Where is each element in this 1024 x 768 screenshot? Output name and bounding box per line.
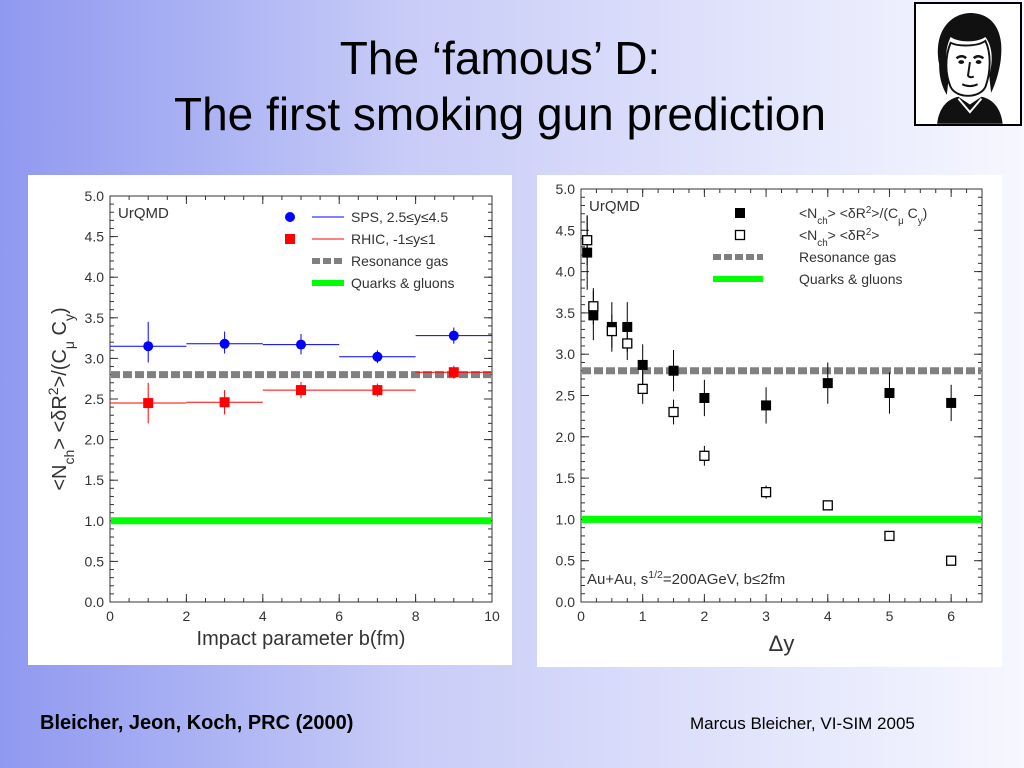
data-point xyxy=(606,325,617,337)
y-tick-label: 0.0 xyxy=(85,594,105,610)
data-point xyxy=(372,351,383,362)
chart-panel-delta-y: 0.0 0.5 1.0 1.5 2.0 2.5 3.0 3.5 4.0 4.5 5.0 0 1 2 3 4 5 6… xyxy=(537,175,1002,667)
data-point xyxy=(668,406,679,418)
y-tick-label: 3.5 xyxy=(556,305,576,321)
data-point xyxy=(588,301,599,312)
legend-marker xyxy=(285,212,295,222)
x-tick-label: 0 xyxy=(577,608,585,624)
y-tick-label: 1.0 xyxy=(556,511,576,527)
data-point xyxy=(761,400,772,411)
chart-svg: 0.0 0.5 1.0 1.5 2.0 2.5 3.0 3.5 4.0 4.5 5.0 0 2 4 6 8 10… xyxy=(45,188,500,650)
data-point xyxy=(143,398,154,409)
legend-label: <Nch> <δR2> xyxy=(799,227,879,249)
y-tick-label: 4.5 xyxy=(556,222,576,238)
data-point xyxy=(448,330,459,341)
x-tick-label: 6 xyxy=(947,608,955,624)
y-tick-label: 4.0 xyxy=(85,269,105,285)
legend-label: SPS, 2.5≤y≤4.5 xyxy=(351,209,448,225)
y-tick-label: 1.0 xyxy=(85,513,105,529)
slide-title-line1: The ‘famous’ D: xyxy=(339,32,661,84)
model-label: UrQMD xyxy=(589,198,640,215)
citation: Bleicher, Jeon, Koch, PRC (2000) xyxy=(40,712,354,734)
y-axis-label: <Nch> <δR2>/(Cμ Cy) xyxy=(45,307,77,490)
y-tick-label: 4.0 xyxy=(556,264,576,280)
x-tick-label: 6 xyxy=(335,608,343,624)
y-tick-label: 2.5 xyxy=(85,391,105,407)
y-tick-label: 3.0 xyxy=(556,346,576,362)
data-point xyxy=(582,235,593,246)
y-tick-label: 2.5 xyxy=(556,388,576,404)
y-tick-label: 2.0 xyxy=(85,432,105,448)
data-point xyxy=(143,341,154,352)
x-axis-label: Impact parameter b(fm) xyxy=(197,628,406,650)
data-point xyxy=(637,359,648,370)
legend-label: Resonance gas xyxy=(799,249,896,265)
footer-author: Marcus Bleicher, VI-SIM 2005 xyxy=(690,714,915,733)
data-point xyxy=(372,385,383,396)
y-tick-label: 5.0 xyxy=(85,188,105,204)
data-point xyxy=(668,365,679,376)
x-tick-label: 5 xyxy=(886,608,894,624)
series-1 xyxy=(582,215,957,566)
data-point xyxy=(296,385,306,396)
series-0 xyxy=(110,321,492,364)
plot-frame xyxy=(580,188,983,603)
collision-annotation: Au+Au, s1/2=200AGeV, b≤2fm xyxy=(587,569,785,588)
y-tick-label: 3.0 xyxy=(85,350,105,366)
data-point xyxy=(822,378,833,389)
y-tick-label: 0.0 xyxy=(556,594,576,610)
legend-label: <Nch> <δR2>/(Cμ Cy) xyxy=(799,205,927,227)
chart-svg: 0.0 0.5 1.0 1.5 2.0 2.5 3.0 3.5 4.0 4.5 5.0 0 1 2 3 4 5 6… xyxy=(556,181,983,656)
data-point xyxy=(622,338,633,349)
data-point xyxy=(884,388,895,399)
y-tick-label: 0.5 xyxy=(85,553,105,569)
x-tick-label: 4 xyxy=(259,608,267,624)
chart-panel-impact-parameter: 0.0 0.5 1.0 1.5 2.0 2.5 3.0 3.5 4.0 4.5 5.0 0 2 4 6 8 10… xyxy=(28,175,512,665)
slide-title-line2: The first smoking gun prediction xyxy=(174,88,826,140)
y-tick-label: 3.5 xyxy=(85,310,105,326)
x-tick-label: 8 xyxy=(412,608,420,624)
x-tick-label: 0 xyxy=(106,608,114,624)
slide-title: The ‘famous’ D: The first smoking gun pr… xyxy=(0,30,1000,142)
data-point xyxy=(884,530,895,542)
y-tick-label: 2.0 xyxy=(556,429,576,445)
y-tick-label: 1.5 xyxy=(556,470,576,486)
x-tick-label: 1 xyxy=(639,608,647,624)
y-tick-label: 0.5 xyxy=(556,553,576,569)
data-point xyxy=(699,450,710,461)
series-1 xyxy=(110,365,492,424)
data-point xyxy=(699,392,710,403)
data-point xyxy=(296,339,306,350)
legend-marker xyxy=(734,229,746,241)
data-point xyxy=(822,500,833,511)
x-tick-label: 4 xyxy=(824,608,832,624)
goethe-portrait-icon xyxy=(914,2,1022,126)
data-point xyxy=(219,397,230,408)
x-tick-label: 2 xyxy=(700,608,708,624)
legend-label: Quarks & gluons xyxy=(799,271,903,287)
legend-marker xyxy=(285,234,295,244)
model-label: UrQMD xyxy=(118,205,169,222)
data-point xyxy=(219,338,230,349)
x-tick-label: 3 xyxy=(762,608,770,624)
legend-label: Resonance gas xyxy=(351,253,448,269)
data-point xyxy=(637,383,648,395)
y-tick-label: 5.0 xyxy=(556,181,576,197)
data-point xyxy=(760,486,772,498)
legend-marker xyxy=(735,208,745,218)
x-tick-label: 10 xyxy=(484,608,500,624)
legend-label: RHIC, -1≤y≤1 xyxy=(351,231,436,247)
data-point xyxy=(448,367,459,378)
data-point xyxy=(946,555,957,566)
legend-label: Quarks & gluons xyxy=(351,275,455,291)
y-axis-label-group: <Nch> <δR2>/(Cμ Cy) xyxy=(45,307,77,490)
x-axis-label: Δy xyxy=(769,631,795,656)
y-tick-label: 4.5 xyxy=(85,229,105,245)
x-tick-label: 2 xyxy=(183,608,191,624)
data-point xyxy=(946,397,957,408)
y-tick-label: 1.5 xyxy=(85,472,105,488)
